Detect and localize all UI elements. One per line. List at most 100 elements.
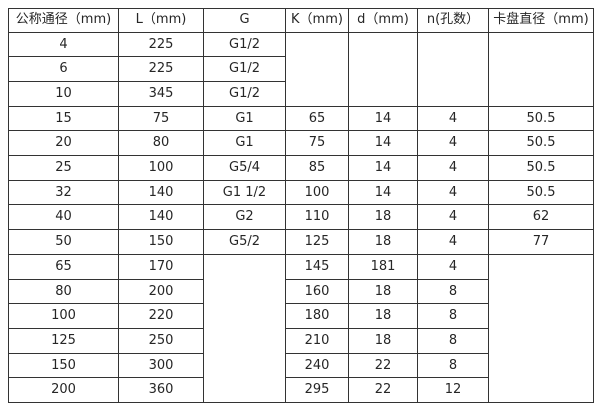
- table-cell: 8: [417, 278, 489, 305]
- table-cell: 220: [118, 303, 204, 329]
- table-cell: G5/2: [203, 229, 286, 255]
- table-cell: G1: [203, 105, 286, 132]
- table-row: 32 140 G1 1/2 100 14 4 50.5: [8, 179, 594, 206]
- table-cell: 125: [8, 327, 119, 354]
- table-cell: 80: [8, 278, 119, 305]
- table-cell: 12: [417, 377, 489, 404]
- column-header: n(孔数）: [417, 8, 489, 33]
- column-header: K（mm): [285, 8, 349, 33]
- table-cell: 360: [118, 377, 204, 404]
- table-cell: 150: [8, 352, 119, 379]
- table-cell: 4: [417, 105, 489, 132]
- table-cell: 200: [8, 377, 119, 404]
- table-cell: 85: [285, 155, 349, 181]
- table-row: 200 360 295 22 12: [8, 377, 594, 404]
- table-cell: 50.5: [488, 179, 594, 206]
- table-cell: G1 1/2: [203, 179, 286, 206]
- table-cell: 140: [118, 179, 204, 206]
- table-cell: 100: [118, 155, 204, 181]
- table-row: 150 300 240 22 8: [8, 352, 594, 379]
- table-row: 20 80 G1 75 14 4 50.5: [8, 130, 594, 157]
- table-cell: 170: [118, 253, 204, 280]
- table-cell: 15: [8, 105, 119, 132]
- table-cell: 225: [118, 31, 204, 58]
- table-cell: [348, 31, 418, 107]
- table-cell: 14: [348, 155, 418, 181]
- table-cell: [203, 253, 286, 404]
- table-cell: 100: [8, 303, 119, 329]
- table-cell: 210: [285, 327, 349, 354]
- table-row: 25 100 G5/4 85 14 4 50.5: [8, 155, 594, 181]
- table-cell: G1/2: [203, 31, 286, 58]
- table-row: 125 250 210 18 8: [8, 327, 594, 354]
- table-cell: 4: [417, 204, 489, 231]
- table-cell: 62: [488, 204, 594, 231]
- table-cell: 240: [285, 352, 349, 379]
- table-cell: 4: [417, 155, 489, 181]
- table-cell: 18: [348, 229, 418, 255]
- table-cell: G5/4: [203, 155, 286, 181]
- table-row: 公称通径（mm) L（mm) G K（mm) d（mm) n(孔数） 卡盘直径（mm): [8, 8, 594, 33]
- table-cell: 181: [348, 253, 418, 280]
- table-cell: 32: [8, 179, 119, 206]
- table-cell: 50.5: [488, 130, 594, 157]
- table-cell: 4: [417, 130, 489, 157]
- table-row: 6 225 G1/2: [8, 56, 594, 82]
- table-cell: 18: [348, 303, 418, 329]
- table-cell: 22: [348, 377, 418, 404]
- table-cell: 77: [488, 229, 594, 255]
- column-header: 卡盘直径（mm): [488, 8, 594, 33]
- table-cell: 6: [8, 56, 119, 82]
- table-cell: 75: [285, 130, 349, 157]
- table-row: 15 75 G1 65 14 4 50.5: [8, 105, 594, 132]
- table-cell: 225: [118, 56, 204, 82]
- table-cell: 65: [285, 105, 349, 132]
- table-cell: [285, 31, 349, 107]
- table-cell: 10: [8, 80, 119, 107]
- table-cell: 25: [8, 155, 119, 181]
- table-cell: 160: [285, 278, 349, 305]
- table-cell: 150: [118, 229, 204, 255]
- table-cell: G1: [203, 130, 286, 157]
- table-cell: 100: [285, 179, 349, 206]
- table-cell: [417, 31, 489, 107]
- table-row: 65 170 145 181 4: [8, 253, 594, 404]
- table-cell: 4: [417, 179, 489, 206]
- table-cell: G2: [203, 204, 286, 231]
- table-cell: 145: [285, 253, 349, 280]
- table-cell: 22: [348, 352, 418, 379]
- table-cell: 50.5: [488, 105, 594, 132]
- table-cell: 345: [118, 80, 204, 107]
- table-header-row: 公称通径（mm) L（mm) G K（mm) d（mm) n(孔数） 卡盘直径（mm): [8, 8, 594, 33]
- table-cell: 250: [118, 327, 204, 354]
- table-cell: 4: [417, 253, 489, 280]
- table-row: 100 220 180 18 8: [8, 303, 594, 329]
- table-cell: 125: [285, 229, 349, 255]
- table-cell: 4: [417, 229, 489, 255]
- table-cell: 14: [348, 105, 418, 132]
- table-row: 80 200 160 18 8: [8, 278, 594, 305]
- table-cell: 4: [8, 31, 119, 58]
- table-row: 50 150 G5/2 125 18 4 77: [8, 229, 594, 255]
- table-cell: 180: [285, 303, 349, 329]
- table-cell: 200: [118, 278, 204, 305]
- table-cell: 8: [417, 327, 489, 354]
- table-cell: 75: [118, 105, 204, 132]
- column-header: L（mm): [118, 8, 204, 33]
- table-cell: 20: [8, 130, 119, 157]
- table-cell: 18: [348, 278, 418, 305]
- table-cell: [488, 253, 594, 404]
- table-cell: 50: [8, 229, 119, 255]
- table-cell: 110: [285, 204, 349, 231]
- table-cell: 14: [348, 130, 418, 157]
- table-body: 4 225 G1/2 6 225 G1/2 10 345 G1/2 15 75 G1 65 14 4 50.5…: [8, 31, 594, 404]
- table-cell: 295: [285, 377, 349, 404]
- table-cell: 65: [8, 253, 119, 280]
- column-header: G: [203, 8, 286, 33]
- table-row: 40 140 G2 110 18 4 62: [8, 204, 594, 231]
- table-cell: 14: [348, 179, 418, 206]
- table-cell: 18: [348, 327, 418, 354]
- column-header: 公称通径（mm): [8, 8, 119, 33]
